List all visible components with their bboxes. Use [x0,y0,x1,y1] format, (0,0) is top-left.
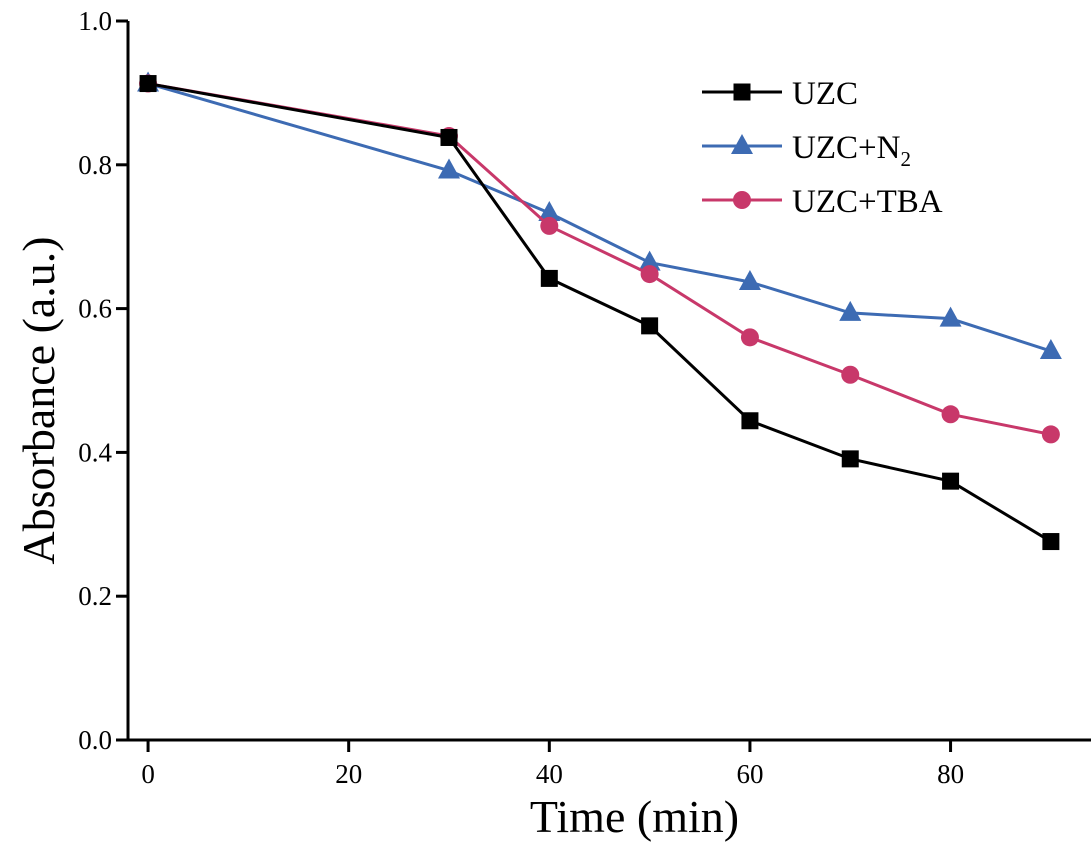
legend-entry-0: UZC [702,76,858,112]
legend: UZC UZC+N2 UZC+TBA [702,76,943,220]
data-point [540,216,559,235]
series-0 [139,75,1060,551]
data-point [538,200,561,221]
x-tick-label: 60 [736,759,763,789]
legend-label-subscript: 2 [900,147,911,171]
y-axis-title: Absorbance (a.u.) [13,236,64,564]
series-line [147,82,1052,353]
data-point [841,450,859,468]
data-point [941,405,960,424]
series-2 [139,74,1060,444]
y-tick-label: 0.2 [78,581,112,611]
data-point [438,158,460,179]
x-tick-label: 40 [536,759,563,789]
legend-entry-2: UZC+TBA [702,184,943,220]
data-point [1039,339,1062,360]
axes: 0.0 0.2 0.4 0.6 0.8 1.0 0 20 40 60 80 [78,6,1091,789]
legend-marker [733,191,751,209]
data-point [942,472,960,490]
data-point [740,328,759,347]
legend-marker [733,83,751,101]
data-point [1041,425,1060,444]
x-axis-title: Time (min) [530,791,739,842]
y-tick-label: 0.8 [78,150,112,180]
data-point [841,365,860,384]
data-point [540,269,558,287]
y-tick-label: 0.0 [78,725,112,755]
data-point [640,265,659,284]
data-point [139,75,157,93]
x-tick-label: 80 [937,759,964,789]
x-tick-label: 0 [141,759,155,789]
legend-label: UZC [792,76,858,112]
data-point [738,269,761,290]
y-tick-label: 0.6 [78,294,112,324]
data-point [741,412,759,430]
legend-label: UZC+TBA [792,184,943,220]
y-tick-label: 1.0 [78,6,112,36]
legend-entry-1: UZC+N2 [702,130,911,171]
x-tick-label: 20 [335,759,362,789]
data-point [440,128,458,146]
legend-marker [731,134,753,154]
y-tick-label: 0.4 [78,437,112,467]
plot-area [137,71,1062,551]
series-line [147,82,1052,543]
data-point [839,300,862,321]
data-point [638,250,661,271]
data-point [939,306,962,327]
data-point [641,317,659,335]
legend-label: UZC+N2 [792,130,911,171]
series-line [147,82,1052,436]
data-point [1042,533,1060,551]
